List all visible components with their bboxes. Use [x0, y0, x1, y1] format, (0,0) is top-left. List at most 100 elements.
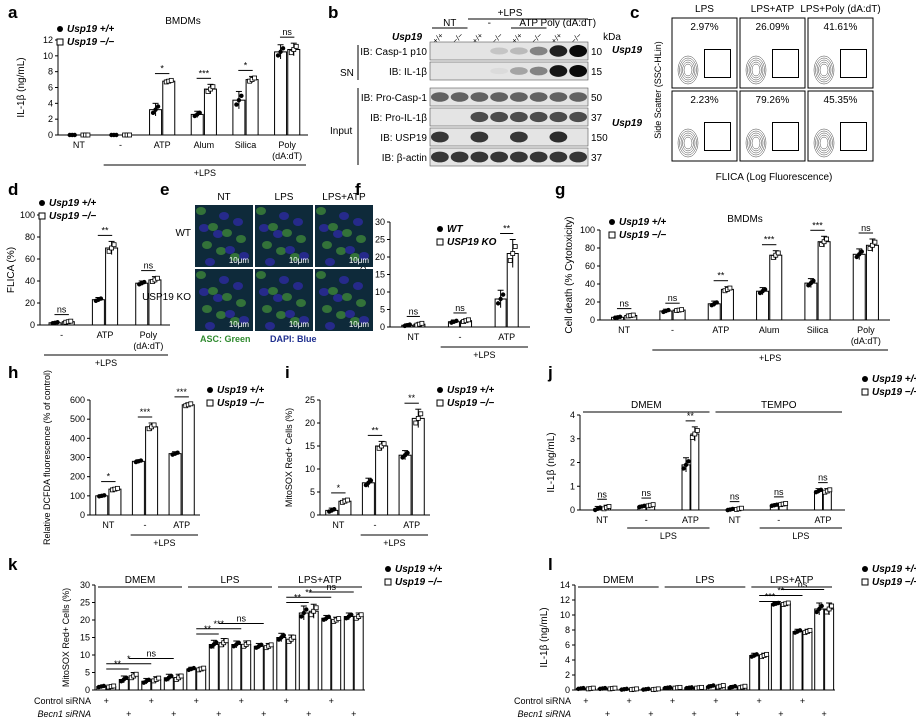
data-point [415, 415, 421, 421]
panel-letter-g: g [555, 180, 565, 199]
contour [683, 63, 693, 77]
y-axis-label: IL-1β (ng/mL) [16, 57, 27, 117]
row-mark: + [605, 709, 610, 719]
contour [747, 57, 765, 83]
sig-label: ns [455, 303, 465, 313]
gate-percent: 26.09% [756, 22, 790, 33]
blot-strip [429, 147, 589, 167]
data-point [68, 318, 74, 324]
sig-label: ns [641, 488, 651, 498]
cell-nucleus [202, 305, 212, 313]
cell-nucleus [268, 223, 278, 231]
flow-col-label: LPS [695, 4, 714, 15]
row-mark: + [126, 709, 131, 719]
y-axis-label: FLICA (%) [6, 247, 17, 293]
data-point [630, 312, 636, 318]
x-tick-label: ATP [173, 520, 190, 530]
chart-d: 0 20 40 60 80 100 FLICA (%) ns ** ns - ATP Poly(dA:d… [6, 198, 170, 368]
bar [203, 88, 217, 136]
blot-row-label: IB: Pro-IL-1β [370, 113, 427, 124]
cell-nucleus [219, 212, 229, 220]
data-point [742, 683, 748, 689]
row-mark: + [757, 696, 762, 706]
data-point [326, 614, 331, 620]
cell-nucleus [256, 207, 266, 215]
gate [772, 49, 799, 78]
legend-dapi: DAPI: Blue [270, 334, 317, 344]
cell-nucleus [353, 218, 363, 226]
sig-label: ns [236, 614, 246, 624]
x-tick-label: ATP [712, 325, 729, 335]
legend-marker-open [861, 578, 869, 586]
cell-nucleus [316, 207, 326, 215]
blot-row-label: IB: USP19 [380, 133, 427, 144]
data-point [111, 242, 117, 248]
cell-nucleus [216, 311, 226, 319]
data-point [155, 275, 160, 281]
contour [818, 61, 830, 79]
cell-nucleus [196, 271, 206, 279]
panel-letter-c: c [630, 3, 639, 22]
blot-band [490, 47, 509, 55]
data-point [313, 605, 319, 611]
legend-label: Usp19 −/− [447, 398, 494, 409]
y-axis-label: MitoSOX Red+ Cells (%) [61, 588, 71, 687]
scale-bar-label: 10μm [289, 256, 310, 265]
data-point [98, 296, 104, 301]
blot-band [430, 131, 449, 143]
row-mark: + [239, 696, 244, 706]
bar [145, 426, 159, 516]
blot-gene-label: Usp19 [392, 32, 422, 43]
x-tick-label: NT [73, 140, 85, 150]
bar [780, 603, 791, 691]
bar [756, 290, 770, 321]
legend-label: Usp19 +/+ [619, 217, 666, 228]
cell-nucleus [199, 288, 209, 296]
section-label: LPS+ATP [770, 575, 814, 586]
cell-nucleus [276, 311, 286, 319]
x-tick-label: - [144, 520, 147, 530]
data-point [764, 651, 770, 657]
cell-nucleus [299, 316, 309, 324]
y-tick-label: 400 [70, 433, 85, 443]
data-point [811, 278, 816, 284]
blot-band [509, 111, 528, 123]
bar [852, 253, 866, 321]
cell-nucleus [322, 241, 332, 249]
y-tick-label: 4 [48, 98, 53, 108]
y-axis-label: MitoSOX Red+ Cells (%) [284, 408, 294, 507]
data-point [872, 239, 878, 245]
row-mark: + [351, 709, 356, 719]
contour [815, 130, 833, 156]
y-tick-label: 5 [310, 487, 315, 497]
cell-nucleus [236, 235, 246, 243]
cell-nucleus [316, 271, 326, 279]
data-point [510, 251, 516, 256]
blot-header-minus: - [488, 18, 491, 29]
legend-marker-filled [39, 200, 45, 206]
y-tick-label: 0 [565, 685, 570, 695]
cell-nucleus [256, 271, 266, 279]
bar [241, 644, 252, 691]
gate-percent: 41.61% [824, 22, 858, 33]
blot-band [450, 151, 469, 163]
y-tick-label: 100 [580, 225, 595, 235]
data-point [807, 627, 813, 633]
x-tick-label: - [777, 515, 780, 525]
data-point [454, 318, 459, 324]
sig-label: *** [765, 592, 776, 602]
sig-label: ns [282, 27, 292, 37]
sig-label: * [244, 60, 248, 70]
data-point [280, 46, 286, 51]
legend-label: Usp19 +/+ [872, 374, 916, 385]
flow-col-label: LPS+Poly (dA:dT) [800, 4, 880, 15]
sig-label: *** [764, 235, 775, 245]
bar [131, 460, 145, 516]
bar [411, 417, 425, 516]
x-tick-label: ATP [403, 520, 420, 530]
x-tick-label: Poly [278, 140, 296, 150]
data-point [381, 441, 387, 447]
legend-marker-open [608, 231, 616, 239]
data-point [169, 673, 174, 679]
